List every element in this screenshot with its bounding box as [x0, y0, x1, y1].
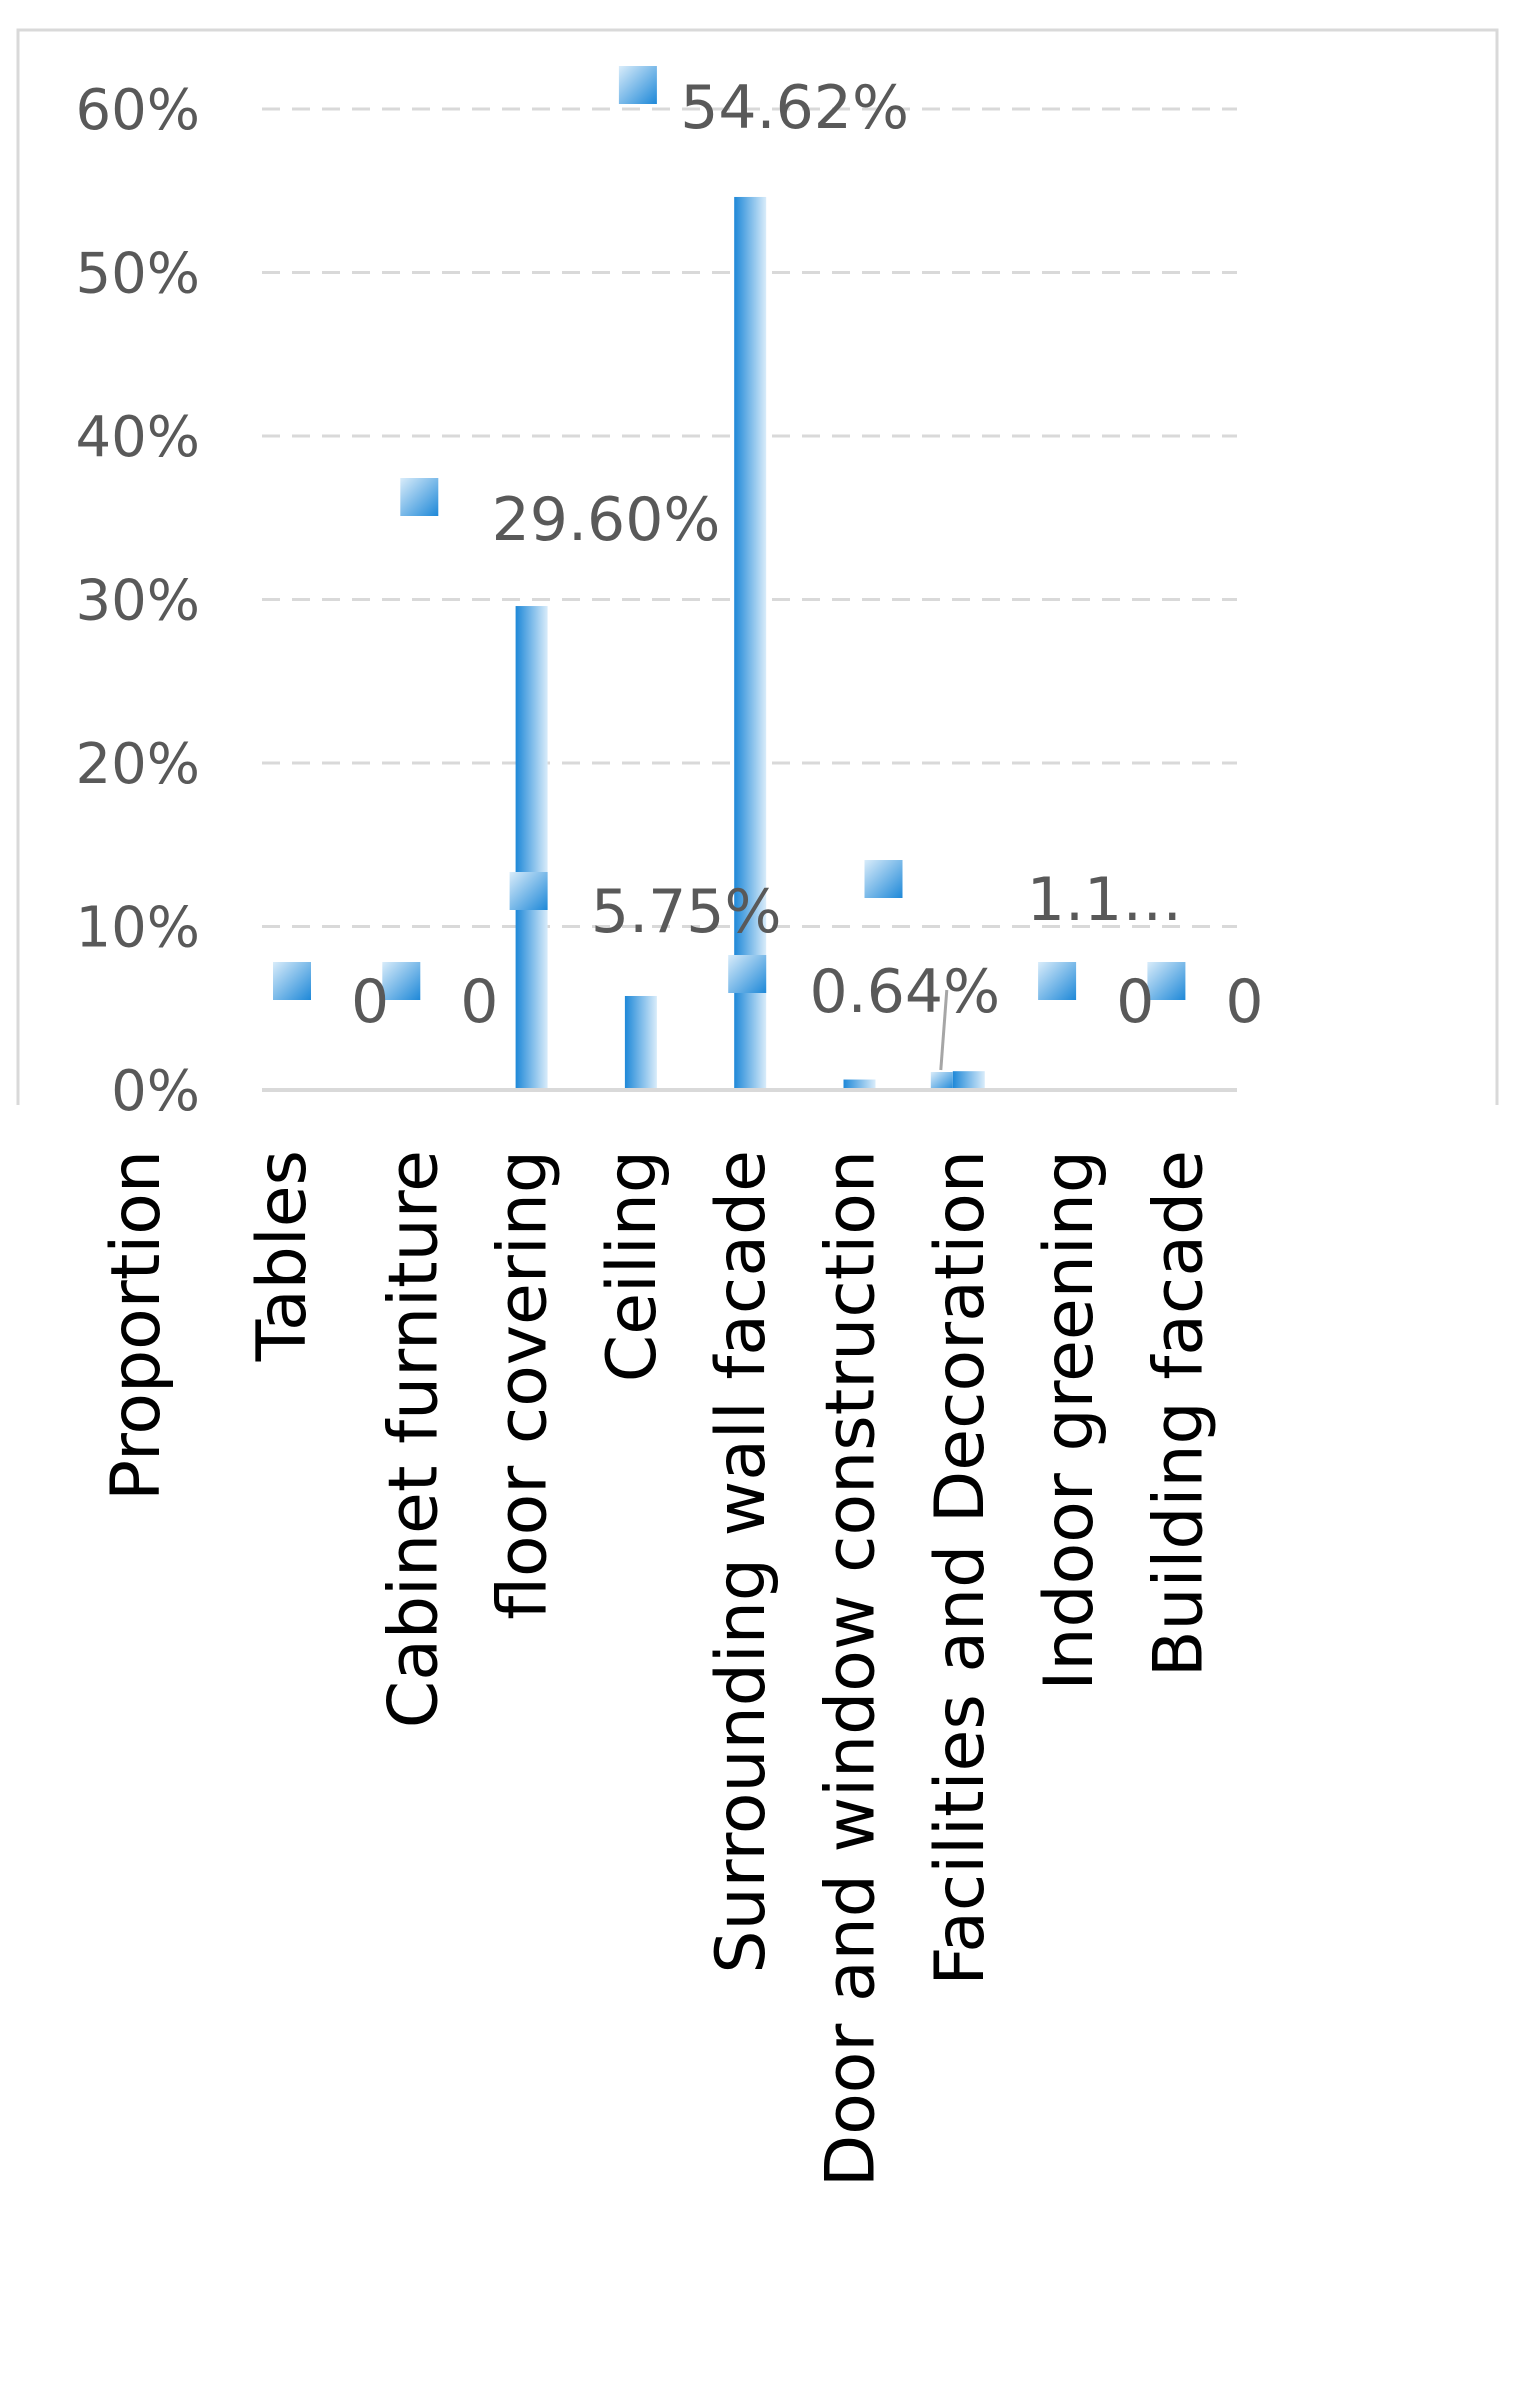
bar	[515, 606, 548, 1090]
bar	[843, 1079, 876, 1090]
data-label: 1.1…	[1027, 865, 1182, 935]
y-tick-label: 20%	[76, 732, 200, 797]
data-label-legend-key	[728, 955, 767, 993]
y-tick-label: 50%	[76, 242, 200, 307]
data-label-legend-key	[509, 872, 548, 910]
data-label: 29.60%	[492, 485, 721, 555]
y-tick-label: 60%	[76, 78, 200, 143]
data-label-legend-key	[400, 478, 439, 516]
data-label-legend-key	[864, 860, 903, 898]
leader-line	[939, 989, 949, 1071]
series-name-label: Proportion	[97, 1150, 176, 1501]
y-tick-label: 30%	[76, 569, 200, 634]
x-tick-label: Indoor greening	[1030, 1150, 1109, 1691]
data-label: 0.64%	[810, 957, 1001, 1027]
x-tick-label: Facilities and Decoration	[921, 1150, 1000, 1986]
bar	[624, 995, 657, 1090]
chart-area-border	[16, 28, 1499, 1105]
x-tick-label: floor covering	[484, 1150, 563, 1620]
data-label: 0	[1225, 967, 1263, 1037]
data-label: 0	[351, 967, 389, 1037]
data-label-legend-key	[382, 962, 421, 1000]
x-tick-label: Building facade	[1139, 1150, 1218, 1677]
x-tick-label: Door and window construction	[812, 1150, 891, 2187]
y-tick-label: 10%	[76, 896, 200, 961]
data-label-legend-key	[1147, 962, 1186, 1000]
x-tick-label: Tables	[243, 1150, 322, 1362]
data-label-legend-key	[273, 962, 311, 1000]
data-label-legend-key	[618, 66, 657, 104]
x-tick-label: Cabinet furniture	[374, 1150, 453, 1728]
data-label: 54.62%	[680, 73, 909, 143]
data-label-legend-key	[1038, 962, 1077, 1000]
x-tick-label: Ceiling	[593, 1150, 672, 1382]
x-tick-label: Surrounding wall facade	[702, 1150, 781, 1974]
bar	[952, 1071, 985, 1090]
data-label: 0	[460, 967, 498, 1037]
bar	[734, 196, 767, 1090]
data-label: 5.75%	[591, 877, 782, 947]
y-tick-label: 40%	[76, 405, 200, 470]
y-tick-label: 0%	[111, 1059, 200, 1124]
data-label: 0	[1116, 967, 1154, 1037]
data-label-legend-key	[930, 1072, 953, 1090]
